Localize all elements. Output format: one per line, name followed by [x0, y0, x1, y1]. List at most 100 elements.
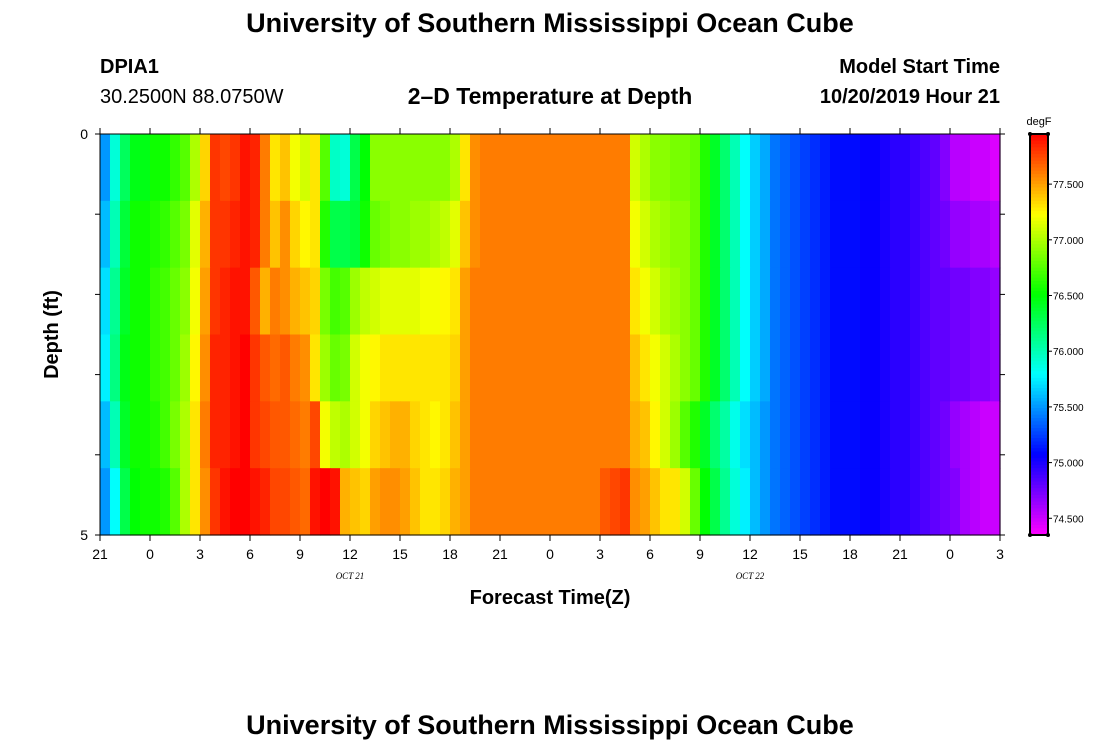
heatmap-cell	[430, 134, 441, 202]
heatmap-cell	[220, 134, 231, 202]
heatmap-cell	[600, 134, 611, 202]
colorbar-segment	[1030, 404, 1048, 409]
heatmap-cell	[510, 334, 521, 402]
heatmap-cell	[850, 134, 861, 202]
heatmap-cell	[330, 468, 341, 536]
x-tick-label: 6	[646, 546, 654, 562]
colorbar-segment	[1030, 220, 1048, 225]
x-tick-label: 15	[392, 546, 408, 562]
heatmap-cell	[730, 468, 741, 536]
heatmap-cell	[290, 401, 301, 469]
heatmap-cell	[320, 334, 331, 402]
heatmap-cell	[110, 200, 121, 269]
heatmap-cell	[760, 468, 771, 536]
heatmap-cell	[370, 401, 381, 469]
heatmap-cell	[790, 267, 801, 336]
heatmap-cell	[460, 401, 471, 469]
heatmap-cell	[960, 134, 971, 202]
heatmap-cell	[540, 401, 551, 469]
heatmap-cell	[540, 267, 551, 336]
heatmap-cell	[900, 267, 911, 336]
heatmap-cell	[490, 401, 501, 469]
heatmap-cell	[370, 468, 381, 536]
heatmap-cell	[690, 468, 701, 536]
heatmap-cell	[620, 134, 631, 202]
heatmap-cell	[410, 334, 421, 402]
heatmap-cell	[630, 468, 641, 536]
heatmap-cell	[600, 267, 611, 336]
heatmap-cell	[680, 468, 691, 536]
colorbar-segment	[1030, 421, 1048, 426]
heatmap-cell	[480, 200, 491, 269]
colorbar-segment	[1030, 518, 1048, 523]
heatmap-cell	[530, 267, 541, 336]
heatmap-cell	[830, 401, 841, 469]
heatmap-cell	[740, 267, 751, 336]
heatmap-cell	[870, 334, 881, 402]
x-tick-label: 15	[792, 546, 808, 562]
heatmap-cell	[450, 468, 461, 536]
heatmap-cell	[480, 334, 491, 402]
colorbar-segment	[1030, 448, 1048, 453]
heatmap-cell	[790, 134, 801, 202]
colorbar-segment	[1030, 301, 1048, 306]
heatmap-cell	[790, 468, 801, 536]
heatmap-cell	[400, 468, 411, 536]
heatmap-cell	[650, 267, 661, 336]
heatmap-cell	[400, 267, 411, 336]
heatmap-cell	[410, 401, 421, 469]
heatmap-cell	[360, 134, 371, 202]
colorbar-segment	[1030, 367, 1048, 372]
heatmap-cell	[780, 334, 791, 402]
colorbar-segment	[1030, 531, 1048, 536]
heatmap-cell	[100, 267, 111, 336]
heatmap-cell	[470, 267, 481, 336]
heatmap-cell	[210, 267, 221, 336]
heatmap-cell	[750, 267, 761, 336]
heatmap-cell	[140, 267, 151, 336]
heatmap-cell	[230, 401, 241, 469]
heatmap-cell	[800, 200, 811, 269]
heatmap-cell	[690, 134, 701, 202]
heatmap-cell	[820, 267, 831, 336]
heatmap-cell	[120, 334, 131, 402]
heatmap-cell	[330, 334, 341, 402]
heatmap-cell	[890, 134, 901, 202]
heatmap-cell	[850, 200, 861, 269]
colorbar-segment	[1030, 260, 1048, 265]
heatmap-cell	[530, 334, 541, 402]
heatmap-cell	[990, 468, 1001, 536]
heatmap-cell	[390, 134, 401, 202]
heatmap-cell	[300, 334, 311, 402]
heatmap-cell	[180, 200, 191, 269]
heatmap-cell	[560, 200, 571, 269]
colorbar-segment	[1030, 344, 1048, 349]
heatmap-cell	[140, 200, 151, 269]
heatmap-cell	[290, 134, 301, 202]
colorbar-segment	[1030, 424, 1048, 429]
heatmap-cell	[630, 200, 641, 269]
heatmap-cell	[510, 134, 521, 202]
colorbar-segment	[1030, 227, 1048, 232]
heatmap-cell	[450, 334, 461, 402]
heatmap-cell	[340, 468, 351, 536]
colorbar-segment	[1030, 247, 1048, 252]
heatmap-cell	[310, 134, 321, 202]
colorbar-segment	[1030, 230, 1048, 235]
heatmap-cell	[480, 134, 491, 202]
heatmap-cell	[930, 200, 941, 269]
heatmap-cell	[710, 134, 721, 202]
colorbar-segment	[1030, 294, 1048, 299]
colorbar-segment	[1030, 391, 1048, 396]
heatmap-cell	[600, 334, 611, 402]
heatmap-cell	[520, 468, 531, 536]
heatmap-cell	[750, 134, 761, 202]
colorbar-segment	[1030, 454, 1048, 459]
heatmap-cell	[420, 401, 431, 469]
colorbar-segment	[1030, 408, 1048, 412]
colorbar-segment	[1030, 364, 1048, 369]
heatmap-cell	[940, 334, 951, 402]
heatmap-cell	[720, 468, 731, 536]
colorbar-segment	[1030, 140, 1048, 145]
heatmap-cell	[750, 200, 761, 269]
